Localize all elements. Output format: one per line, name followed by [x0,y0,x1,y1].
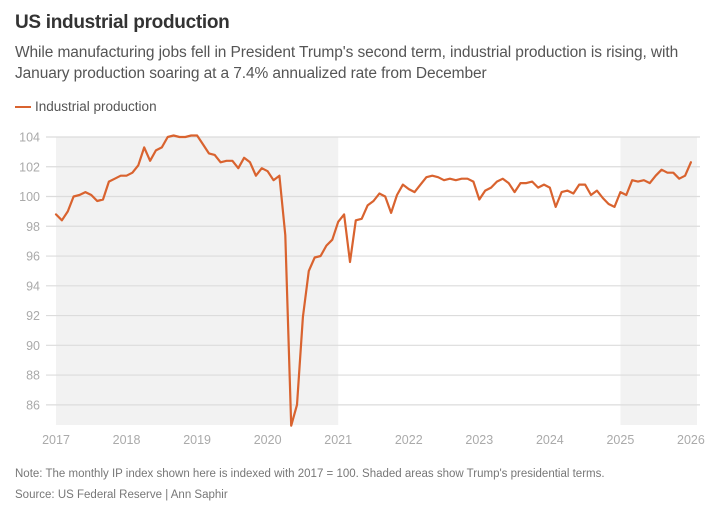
y-tick-label: 90 [26,339,40,353]
chart-note: Note: The monthly IP index shown here is… [15,468,605,480]
shaded-period-2 [620,137,697,425]
x-tick-label: 2018 [113,433,141,447]
y-tick-label: 98 [26,220,40,234]
x-axis: 2017 2018 2019 2020 2021 2022 2023 2024 2025 2026 [42,433,705,447]
shaded-period-1 [56,137,339,425]
y-tick-label: 100 [19,190,40,204]
x-tick-label: 2019 [183,433,211,447]
gridlines [46,136,700,406]
y-tick-label: 86 [26,398,40,412]
shaded-periods [56,137,697,425]
chart-subtitle: While manufacturing jobs fell in Preside… [15,44,679,82]
chart-title: US industrial production [15,12,230,33]
x-tick-label: 2020 [254,433,282,447]
y-tick-label: 102 [19,160,40,174]
x-tick-label: 2026 [677,433,705,447]
legend-swatch-industrial-production [15,105,31,108]
chart-source: Source: US Federal Reserve | Ann Saphir [15,489,228,501]
x-tick-label: 2017 [42,433,70,447]
x-tick-label: 2025 [606,433,634,447]
x-tick-label: 2022 [395,433,423,447]
legend: Industrial production [15,99,157,114]
y-tick-label: 94 [26,279,40,293]
x-tick-label: 2024 [536,433,564,447]
y-tick-label: 88 [26,369,40,383]
y-tick-label: 104 [19,131,40,145]
y-tick-label: 96 [26,250,40,264]
y-tick-label: 92 [26,309,40,323]
legend-label-industrial-production: Industrial production [35,99,157,114]
x-tick-label: 2023 [465,433,493,447]
y-axis: 86 88 90 92 94 96 98 100 102 104 [19,131,40,413]
x-tick-label: 2021 [324,433,352,447]
series [54,134,693,427]
